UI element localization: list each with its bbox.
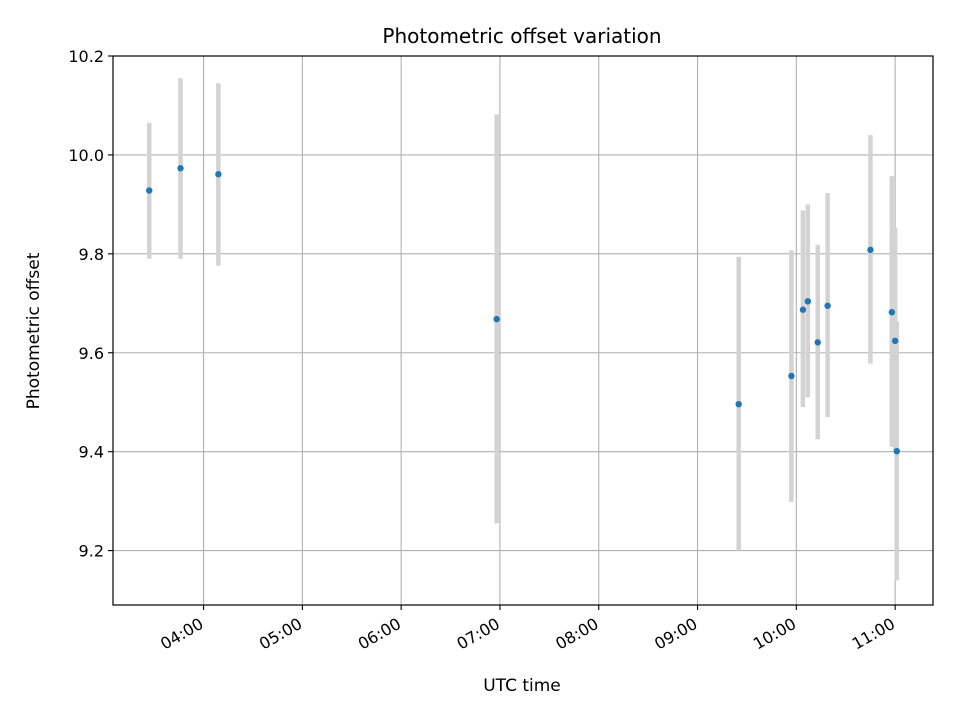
x-axis-label: UTC time (483, 676, 561, 696)
data-point (824, 302, 831, 309)
y-tick-label: 9.4 (79, 443, 104, 462)
y-tick-label: 9.6 (79, 344, 104, 363)
data-point (893, 447, 900, 455)
data-point (867, 246, 874, 254)
data-point (146, 187, 153, 194)
data-point (735, 400, 742, 408)
data-point (493, 315, 500, 323)
data-point (814, 339, 821, 346)
y-tick-label: 10.2 (68, 47, 104, 66)
data-point (788, 372, 795, 380)
y-axis-label: Photometric offset (24, 252, 44, 409)
data-point (215, 171, 222, 178)
plot-frame (112, 55, 934, 606)
y-tick-label: 10.0 (68, 146, 104, 165)
data-point (891, 337, 899, 345)
y-axis-ticks: 9.2 9.4 9.6 9.8 10.0 10.2 (68, 47, 113, 561)
chart-title: Photometric offset variation (382, 24, 661, 48)
data-point (804, 298, 812, 305)
y-tick-label: 9.8 (79, 245, 104, 264)
data-points (146, 165, 900, 455)
data-point (799, 306, 807, 313)
data-point (888, 309, 896, 316)
y-tick-label: 9.2 (79, 542, 104, 561)
data-point (177, 165, 184, 172)
